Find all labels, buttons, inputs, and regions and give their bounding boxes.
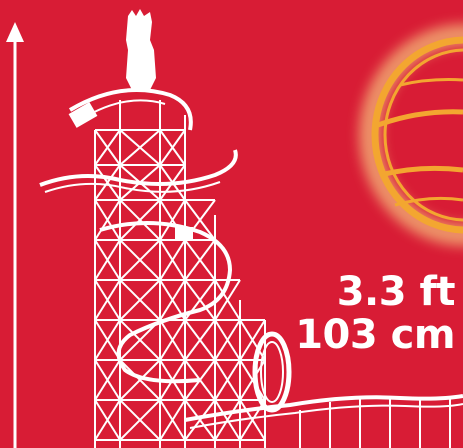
figure-silhouette-icon [126, 9, 156, 90]
height-cm-label: 103 cm [295, 312, 455, 358]
loop-wheel [359, 24, 463, 246]
height-arrow-icon [6, 22, 24, 448]
coaster-structure [39, 9, 463, 448]
height-feet-label: 3.3 ft [336, 269, 456, 315]
